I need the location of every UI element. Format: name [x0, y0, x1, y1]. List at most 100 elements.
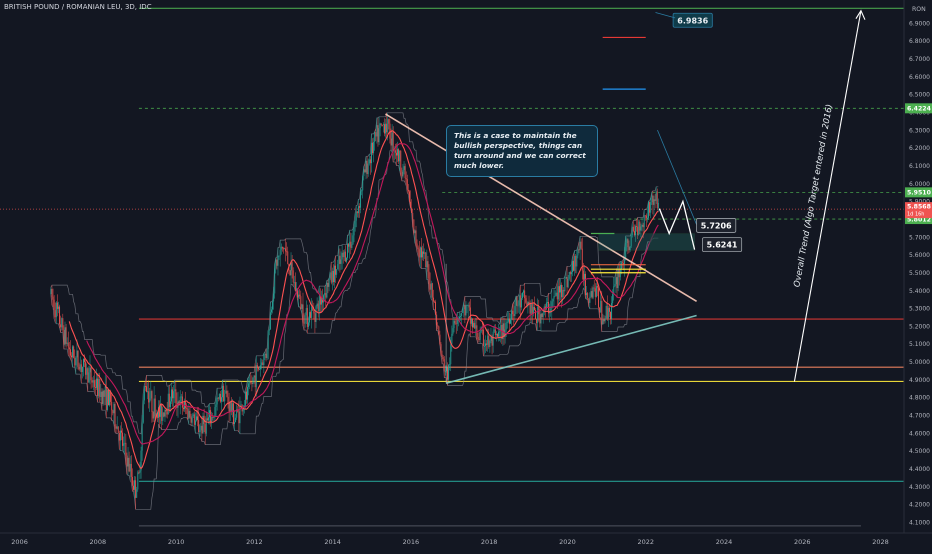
candle-body-77 [134, 480, 135, 490]
candle-body-28 [80, 364, 82, 372]
scale-tag-bg-1 [905, 187, 932, 198]
candle-body-213 [281, 246, 283, 249]
candle-body-554 [652, 195, 654, 205]
y-tick-2: 6.7000 [909, 56, 930, 63]
candle-body-545 [642, 224, 644, 228]
candle-body-430 [517, 305, 519, 307]
candle-body-140 [202, 415, 204, 434]
candle-body-136 [198, 420, 200, 433]
candle-body-327 [405, 178, 407, 180]
candle-body-390 [474, 322, 476, 329]
candle-body-78 [135, 480, 137, 498]
candle-body-250 [322, 298, 323, 303]
candle-body-431 [518, 295, 520, 306]
candle-body-102 [161, 404, 163, 421]
candle-body-79 [136, 489, 138, 498]
candle-body-538 [635, 226, 636, 236]
candle-body-478 [569, 271, 571, 275]
candle-body-303 [379, 123, 381, 129]
x-tick-4: 2014 [324, 538, 341, 546]
candle-body-231 [301, 304, 303, 309]
candle-body-15 [66, 342, 68, 344]
candle-body-27 [79, 364, 81, 370]
candle-body-407 [492, 331, 494, 346]
candle-body-295 [370, 142, 372, 164]
candle-body-512 [606, 305, 608, 319]
candle-body-321 [399, 150, 401, 162]
candle-body-265 [338, 255, 340, 265]
candle-body-207 [275, 259, 277, 269]
candle-body-514 [608, 307, 610, 312]
candle-body-135 [197, 416, 199, 421]
candle-body-19 [71, 355, 72, 358]
candle-body-401 [486, 343, 488, 345]
candle-body-309 [386, 123, 388, 133]
candle-body-257 [329, 272, 331, 279]
candle-body-139 [201, 425, 203, 434]
candle-body-382 [465, 305, 467, 316]
candle-body-424 [511, 310, 513, 320]
candle-body-491 [583, 273, 585, 280]
candle-body-470 [561, 284, 563, 298]
scale-tag-0: 6.4224 [907, 106, 932, 113]
candle-body-31 [84, 358, 86, 362]
candle-body-383 [466, 305, 468, 306]
analysis-note: This is a case to maintain the bullish p… [446, 125, 598, 177]
candle-body-518 [613, 286, 615, 294]
candle-body-452 [541, 313, 543, 317]
candle-body-210 [278, 255, 280, 257]
candle-body-174 [239, 405, 241, 424]
candle-body-35 [88, 372, 90, 383]
candle-body-344 [424, 252, 426, 254]
candle-body-82 [139, 470, 141, 473]
candle-body-132 [193, 414, 195, 425]
candle-body-423 [510, 319, 511, 324]
candle-body-83 [140, 450, 142, 471]
candle-body-61 [116, 426, 118, 429]
candle-body-114 [174, 389, 176, 392]
candle-body-428 [515, 296, 517, 307]
candle-body-164 [228, 402, 230, 412]
candle-body-290 [365, 160, 367, 173]
candle-body-550 [648, 202, 649, 218]
candle-body-173 [238, 411, 240, 424]
candle-body-483 [575, 255, 577, 267]
candle-body-365 [447, 367, 448, 380]
candle-body-109 [168, 393, 170, 408]
candle-body-271 [344, 251, 346, 262]
candle-body-247 [318, 296, 320, 312]
candle-body-73 [129, 463, 131, 472]
candle-body-385 [468, 304, 470, 308]
scale-tag-2: 5.8012 [907, 216, 931, 223]
candle-body-148 [211, 417, 213, 424]
y-tick-13: 5.6000 [909, 252, 930, 259]
candle-body-294 [369, 159, 371, 164]
candle-body-471 [562, 289, 564, 298]
candle-body-501 [594, 288, 596, 297]
candle-body-384 [467, 304, 469, 306]
candle-body-58 [113, 403, 115, 414]
candle-body-268 [341, 252, 343, 260]
x-tick-9: 2024 [716, 538, 733, 546]
candle-body-50 [104, 386, 106, 397]
candle-body-357 [438, 326, 440, 335]
candle-body-259 [331, 270, 333, 283]
candle-body-500 [593, 287, 595, 289]
candle-body-46 [100, 391, 102, 397]
y-tick-16: 5.3000 [909, 306, 930, 313]
candle-body-232 [302, 304, 304, 323]
candle-body-464 [554, 295, 556, 297]
candle-body-316 [393, 150, 395, 152]
candle-body-263 [336, 269, 338, 275]
candle-body-410 [495, 333, 497, 336]
candle-body-138 [200, 425, 202, 431]
candle-body-339 [418, 249, 420, 258]
y-tick-10: 5.9000 [909, 199, 930, 206]
candle-body-199 [266, 349, 268, 358]
candle-body-244 [315, 306, 317, 322]
candle-body-180 [246, 391, 247, 400]
candle-body-75 [131, 476, 133, 486]
x-tick-3: 2012 [246, 538, 263, 546]
